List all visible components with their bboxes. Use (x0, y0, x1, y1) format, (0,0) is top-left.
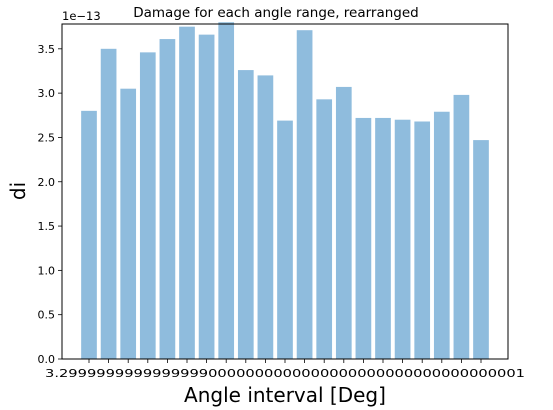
plot-frame (61, 23, 509, 360)
bar (394, 119, 411, 360)
bar (414, 121, 431, 360)
y-tick-label: 3.5 (38, 43, 56, 56)
y-ticks-group: 0.0 0.5 1.0 1.5 2.0 2.5 3.0 3.5 (38, 43, 62, 366)
bar (159, 39, 176, 359)
y-tick-label: 2.0 (38, 176, 56, 189)
y-tick-label: 1.5 (38, 220, 56, 233)
bar (375, 117, 391, 359)
bar (218, 22, 235, 359)
x-ticks-group (88, 359, 482, 363)
y-tick-label: 0.0 (38, 353, 56, 366)
y-multiplier-label: 1e−13 (62, 9, 101, 23)
y-tick-label: 3.0 (38, 87, 56, 100)
bar (335, 86, 352, 360)
x-tick-labels-overlapping: 3.29999999999999990000000000000000000000… (45, 367, 525, 380)
x-axis-label: Angle interval [Deg] (184, 383, 386, 407)
y-axis-label: di (6, 182, 30, 200)
bar (237, 70, 254, 359)
bar (355, 117, 372, 359)
bar (100, 48, 117, 360)
bar (316, 99, 333, 359)
bar (433, 111, 450, 360)
y-tick-label: 0.5 (38, 309, 56, 322)
bar (120, 88, 137, 359)
bar (257, 75, 274, 360)
bar (277, 120, 293, 359)
bar (296, 30, 313, 359)
bar (473, 140, 489, 359)
bar (139, 52, 156, 360)
bar (198, 34, 215, 359)
bar (179, 26, 195, 359)
bar (81, 110, 97, 359)
bar (453, 94, 470, 360)
bars-group (81, 22, 489, 360)
y-tick-label: 2.5 (38, 131, 56, 144)
chart-title: Damage for each angle range, rearranged (133, 5, 419, 21)
y-tick-label: 1.0 (38, 264, 56, 277)
